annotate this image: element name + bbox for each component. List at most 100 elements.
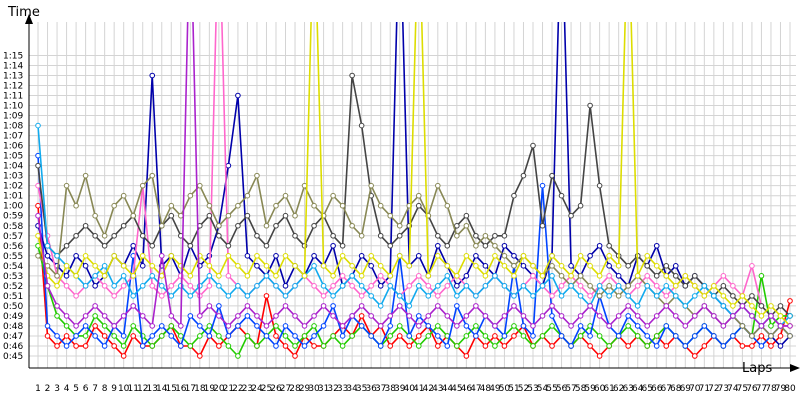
lap-marker	[244, 333, 251, 339]
lap-marker	[758, 313, 765, 319]
lap-marker	[577, 283, 584, 289]
lap-marker	[549, 293, 555, 299]
lap-marker	[187, 242, 194, 249]
lap-marker	[225, 253, 232, 259]
lap-marker	[644, 263, 651, 269]
lap-marker	[130, 333, 137, 339]
lap-marker	[596, 273, 603, 279]
lap-marker	[596, 353, 603, 359]
x-tick-label: 40	[404, 384, 416, 394]
lap-marker	[178, 333, 184, 339]
lap-marker	[682, 343, 689, 349]
x-tick-label: 41	[413, 384, 424, 394]
lap-marker	[244, 313, 251, 319]
x-tick-label: 75	[737, 384, 748, 394]
lap-marker	[692, 333, 698, 339]
x-tick-label: 44	[442, 384, 454, 394]
y-tick-label: 0:51	[3, 292, 23, 302]
lap-marker	[606, 293, 612, 299]
lap-marker	[225, 242, 232, 249]
lap-marker	[377, 283, 384, 289]
lap-marker	[454, 323, 460, 329]
lap-marker	[139, 313, 146, 319]
x-tick-label: 64	[632, 384, 644, 394]
lap-marker	[377, 303, 384, 309]
lap-marker	[339, 242, 346, 249]
lap-marker	[653, 343, 660, 349]
lap-marker	[44, 283, 51, 289]
lap-marker	[520, 253, 527, 259]
lap-marker	[663, 263, 670, 269]
lap-marker	[396, 323, 403, 329]
y-tick-label: 1:05	[3, 152, 23, 162]
lap-marker	[577, 333, 584, 339]
x-tick-label: 62	[613, 384, 624, 394]
lap-marker	[235, 313, 241, 319]
lap-marker	[568, 263, 574, 269]
lap-marker	[435, 253, 441, 259]
x-tick-label: 2	[45, 384, 51, 394]
x-tick-label: 19	[204, 384, 216, 394]
lap-marker	[615, 273, 622, 279]
lap-marker	[187, 313, 194, 319]
lap-marker	[387, 242, 394, 249]
x-tick-label: 26	[270, 384, 282, 394]
lap-marker	[587, 283, 593, 289]
lap-marker	[330, 242, 336, 249]
lap-marker	[435, 323, 441, 329]
x-tick-label: 39	[394, 384, 406, 394]
lap-marker	[615, 263, 622, 269]
lap-marker	[282, 192, 289, 199]
lap-marker	[454, 343, 460, 349]
x-tick-label: 22	[232, 384, 243, 394]
lap-marker	[92, 232, 98, 239]
lap-marker	[749, 303, 755, 309]
lap-marker	[73, 202, 79, 209]
lap-marker	[225, 333, 232, 339]
lap-marker	[549, 253, 555, 259]
lap-marker	[558, 293, 565, 299]
lap-marker	[111, 253, 117, 259]
lap-marker	[682, 323, 689, 329]
lap-marker	[682, 303, 689, 309]
lap-marker	[415, 192, 422, 199]
lap-marker	[82, 333, 89, 339]
lap-marker	[482, 313, 489, 319]
lap-marker	[158, 273, 165, 279]
lap-marker	[254, 343, 260, 349]
lap-marker	[349, 283, 355, 289]
lap-marker	[539, 182, 546, 189]
lap-marker	[273, 323, 279, 329]
lap-marker	[682, 283, 689, 289]
lap-marker	[139, 232, 146, 239]
x-tick-label: 6	[83, 384, 89, 394]
lap-marker	[273, 313, 279, 319]
lap-marker	[263, 333, 270, 339]
lap-marker	[320, 283, 327, 289]
lap-marker	[120, 353, 127, 359]
lap-marker	[358, 232, 365, 239]
y-tick-label: 0:56	[3, 242, 23, 252]
x-tick-label: 28	[289, 384, 301, 394]
lap-marker	[435, 182, 441, 189]
lap-marker	[644, 273, 651, 279]
lap-marker	[511, 303, 517, 309]
lap-marker	[644, 333, 651, 339]
lap-marker	[711, 313, 717, 319]
lap-marker	[492, 273, 498, 279]
y-tick-label: 0:53	[3, 272, 23, 282]
lap-marker	[206, 323, 213, 329]
lap-marker	[101, 283, 108, 289]
lap-marker	[444, 283, 451, 289]
lap-marker	[530, 343, 536, 349]
lap-marker	[254, 263, 260, 269]
x-tick-label: 71	[699, 384, 710, 394]
lap-marker	[216, 333, 222, 339]
x-tick-label: 15	[166, 384, 177, 394]
x-tick-label: 29	[299, 384, 311, 394]
lap-marker	[425, 283, 432, 289]
lap-marker	[130, 212, 137, 219]
lap-marker	[282, 333, 289, 339]
lap-marker	[111, 283, 117, 289]
lap-marker	[415, 283, 422, 289]
